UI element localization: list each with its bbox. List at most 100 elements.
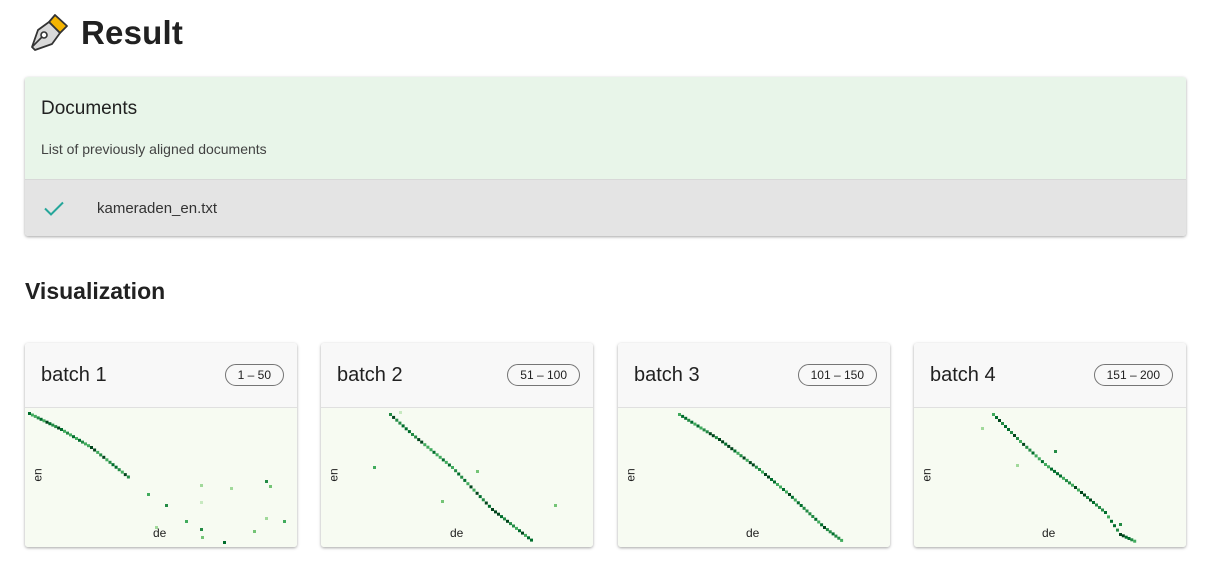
visualization-heading: Visualization <box>25 278 166 304</box>
x-axis-label: de <box>1042 526 1056 540</box>
heatmap-cell <box>693 422 697 426</box>
heatmap-cell <box>1119 533 1122 536</box>
heatmap-cell <box>1119 523 1122 526</box>
heatmap-cell <box>108 460 112 464</box>
heatmap-cell <box>57 426 61 430</box>
heatmap-cell <box>785 490 788 494</box>
batch-range-chip: 51 – 100 <box>507 364 580 386</box>
heatmap-cell <box>1104 511 1107 514</box>
heatmap-cell <box>491 508 494 511</box>
heatmap-cell <box>389 413 392 416</box>
heatmap-cell <box>793 498 797 502</box>
heatmap-cell <box>981 427 984 430</box>
heatmap-cell <box>754 465 758 469</box>
heatmap-cell <box>509 522 512 526</box>
y-axis-label: en <box>326 468 341 482</box>
heatmap-cell <box>808 512 812 516</box>
batch-card[interactable]: batch 1 1 – 50 en de <box>25 343 297 547</box>
y-axis-label: en <box>623 468 638 482</box>
heatmap-cell <box>748 461 752 465</box>
heatmap-cell <box>90 446 93 449</box>
x-axis-label: de <box>153 526 167 540</box>
heatmap-cell <box>527 536 530 540</box>
heatmap-cell <box>469 485 473 489</box>
heatmap-cell <box>478 495 482 499</box>
heatmap-cell <box>200 484 203 487</box>
heatmap-cell <box>730 447 734 451</box>
page-header: Result <box>27 12 183 54</box>
heatmap-cell <box>745 458 749 462</box>
heatmap-cell <box>78 438 81 442</box>
heatmap-cell <box>253 530 256 533</box>
heatmap-cell <box>441 500 444 503</box>
heatmap-cell <box>460 475 464 479</box>
heatmap-cell <box>1022 442 1026 446</box>
heatmap-cell <box>790 495 794 499</box>
heatmap-cell <box>487 504 491 508</box>
heatmap-cell <box>423 443 427 447</box>
batch-card[interactable]: batch 4 151 – 200 en de <box>914 343 1186 547</box>
heatmap-cell <box>699 426 703 430</box>
heatmap-cell <box>454 469 458 473</box>
heatmap-cell <box>1071 483 1074 487</box>
check-icon <box>44 201 64 216</box>
heatmap-cell <box>1092 501 1095 504</box>
page-title: Result <box>81 14 184 51</box>
batch-card[interactable]: batch 3 101 – 150 en de <box>618 343 890 547</box>
alignment-heatmap: en de <box>914 408 1186 547</box>
heatmap-cell <box>708 432 712 436</box>
documents-title: Documents <box>41 98 138 119</box>
heatmap-cell <box>500 515 503 519</box>
heatmap-cell <box>111 463 115 467</box>
batch-header: batch 3 101 – 150 <box>618 343 890 408</box>
heatmap-cell <box>438 455 442 459</box>
heatmap-cell <box>72 435 75 439</box>
alignment-heatmap-svg <box>373 411 557 542</box>
document-list-item[interactable]: kameraden_en.txt <box>25 179 1186 236</box>
batch-range-chip: 151 – 200 <box>1093 364 1173 386</box>
heatmap-cell <box>506 519 509 523</box>
documents-header: Documents List of previously aligned doc… <box>25 77 1186 179</box>
heatmap-cell <box>1101 508 1104 512</box>
heatmap-cell <box>1040 460 1044 464</box>
y-axis-label: en <box>30 468 45 482</box>
x-axis-label: de <box>746 526 760 540</box>
heatmap-cell <box>42 419 46 423</box>
batch-title: batch 3 <box>634 364 700 386</box>
heatmap-cell <box>788 493 791 496</box>
heatmap-cell <box>457 472 461 476</box>
heatmap-cell <box>407 430 411 434</box>
heatmap-cell <box>515 526 518 530</box>
heatmap-cell <box>1028 448 1032 452</box>
document-filename: kameraden_en.txt <box>97 199 218 217</box>
alignment-heatmap-svg <box>28 412 286 544</box>
heatmap-cell <box>200 501 203 504</box>
heatmap-cell <box>998 419 1001 422</box>
heatmap-cell <box>117 468 121 472</box>
heatmap-cell <box>1062 476 1065 480</box>
heatmap-cell <box>1089 498 1092 502</box>
heatmap-cell <box>265 480 268 483</box>
heatmap-cell <box>724 442 728 446</box>
heatmap-cell <box>1095 503 1098 507</box>
heatmap-cell <box>472 488 476 492</box>
heatmap-cell <box>1007 428 1010 431</box>
heatmap-cell <box>733 449 737 453</box>
heatmap-cell <box>399 411 402 414</box>
heatmap-cell <box>811 515 815 518</box>
heatmap-cell <box>39 417 43 421</box>
heatmap-cell <box>481 498 485 502</box>
batch-title: batch 2 <box>337 364 403 386</box>
batch-card[interactable]: batch 2 51 – 100 en de <box>321 343 593 547</box>
heatmap-cell <box>1086 496 1089 499</box>
heatmap-cell <box>1010 431 1013 434</box>
heatmap-cell <box>681 414 685 418</box>
heatmap-cell <box>1116 528 1119 532</box>
heatmap-cell <box>1065 479 1068 483</box>
heatmap-cell <box>995 416 998 419</box>
heatmap-cell <box>93 448 97 452</box>
heatmap-cell <box>1044 463 1047 466</box>
heatmap-cell <box>714 436 718 440</box>
heatmap-cell <box>185 520 188 523</box>
heatmap-cell <box>414 435 418 439</box>
